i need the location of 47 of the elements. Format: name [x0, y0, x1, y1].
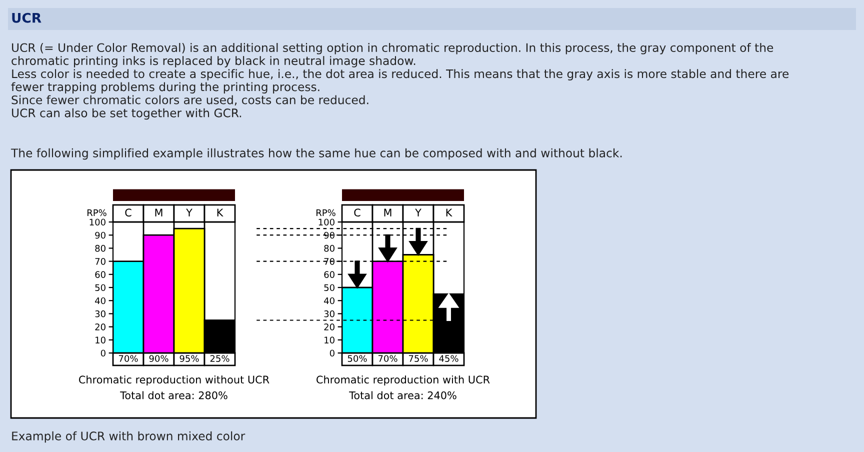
x-tick-label: Y — [415, 208, 422, 216]
x-tick-label: K — [446, 208, 452, 216]
y-tick-label: 50 — [324, 284, 334, 292]
y-tick-label: 40 — [324, 297, 334, 304]
y-tick-label: 70 — [324, 258, 334, 265]
y-tick-label: 100 — [318, 218, 334, 226]
y-tick-label: 0 — [330, 350, 334, 357]
chart-title: UCR — [12, 12, 42, 23]
y-tick-label: 0 — [100, 350, 106, 357]
data-label: 25% — [210, 355, 230, 362]
y-tick-label: 60 — [324, 271, 334, 278]
x-tick-label: Y — [186, 208, 192, 216]
text: The following simplified example illustrates how the same hue can be composed with and without black. — [10, 148, 622, 160]
y-tick-label: 100 — [90, 218, 106, 226]
x-axis-title: Chromatic reproduction without UCR — [79, 375, 270, 386]
data-label: 95% — [180, 355, 199, 362]
text: Total dot area: 280% — [120, 391, 228, 400]
x-tick-label: K — [217, 208, 224, 216]
y-tick-label: 90 — [95, 232, 106, 239]
x-tick-label: C — [125, 208, 132, 217]
y-tick-label: 80 — [95, 244, 106, 252]
y-axis-title: RP% — [87, 209, 106, 216]
x-tick-label: M — [155, 208, 162, 216]
data-label: 90% — [149, 355, 168, 362]
text: Example of UCR with brown mixed color — [12, 431, 246, 443]
text: Total dot area: 240% — [349, 391, 456, 400]
data-label: 75% — [408, 355, 428, 362]
y-tick-label: 60 — [95, 271, 106, 278]
y-tick-label: 20 — [324, 324, 334, 330]
x-tick-label: C — [354, 208, 360, 217]
x-axis-title: Chromatic reproduction with UCR — [316, 375, 490, 386]
data-label: 50% — [348, 355, 367, 362]
y-tick-label: 40 — [95, 297, 106, 304]
data-label: 70% — [118, 355, 138, 362]
y-tick-label: 10 — [324, 336, 334, 344]
y-tick-label: 30 — [95, 310, 106, 318]
data-label: 45% — [439, 355, 458, 362]
y-tick-label: 30 — [324, 310, 334, 318]
x-tick-label: M — [384, 208, 392, 216]
y-tick-label: 50 — [95, 284, 106, 292]
y-tick-label: 20 — [95, 324, 106, 330]
y-axis-title: RP% — [316, 209, 336, 216]
y-tick-label: 80 — [324, 244, 334, 252]
y-tick-label: 70 — [95, 258, 106, 265]
text: UCR (= Under Color Removal) is an additional setting option in chromatic reproduction. In this process, the gray component of the chromatic printing inks is replaced by black in neutral image shadow. Less color is needed to create a specific hue, i.e., the dot area is reduced. This means that the gray axis is more stable and there are fewer trapping problems during the printing process. Since fewer chromatic colors are used, costs can be reduced. UCR can also be set together with GCR. — [11, 43, 789, 120]
data-label: 70% — [378, 355, 398, 362]
y-tick-label: 10 — [96, 336, 106, 344]
